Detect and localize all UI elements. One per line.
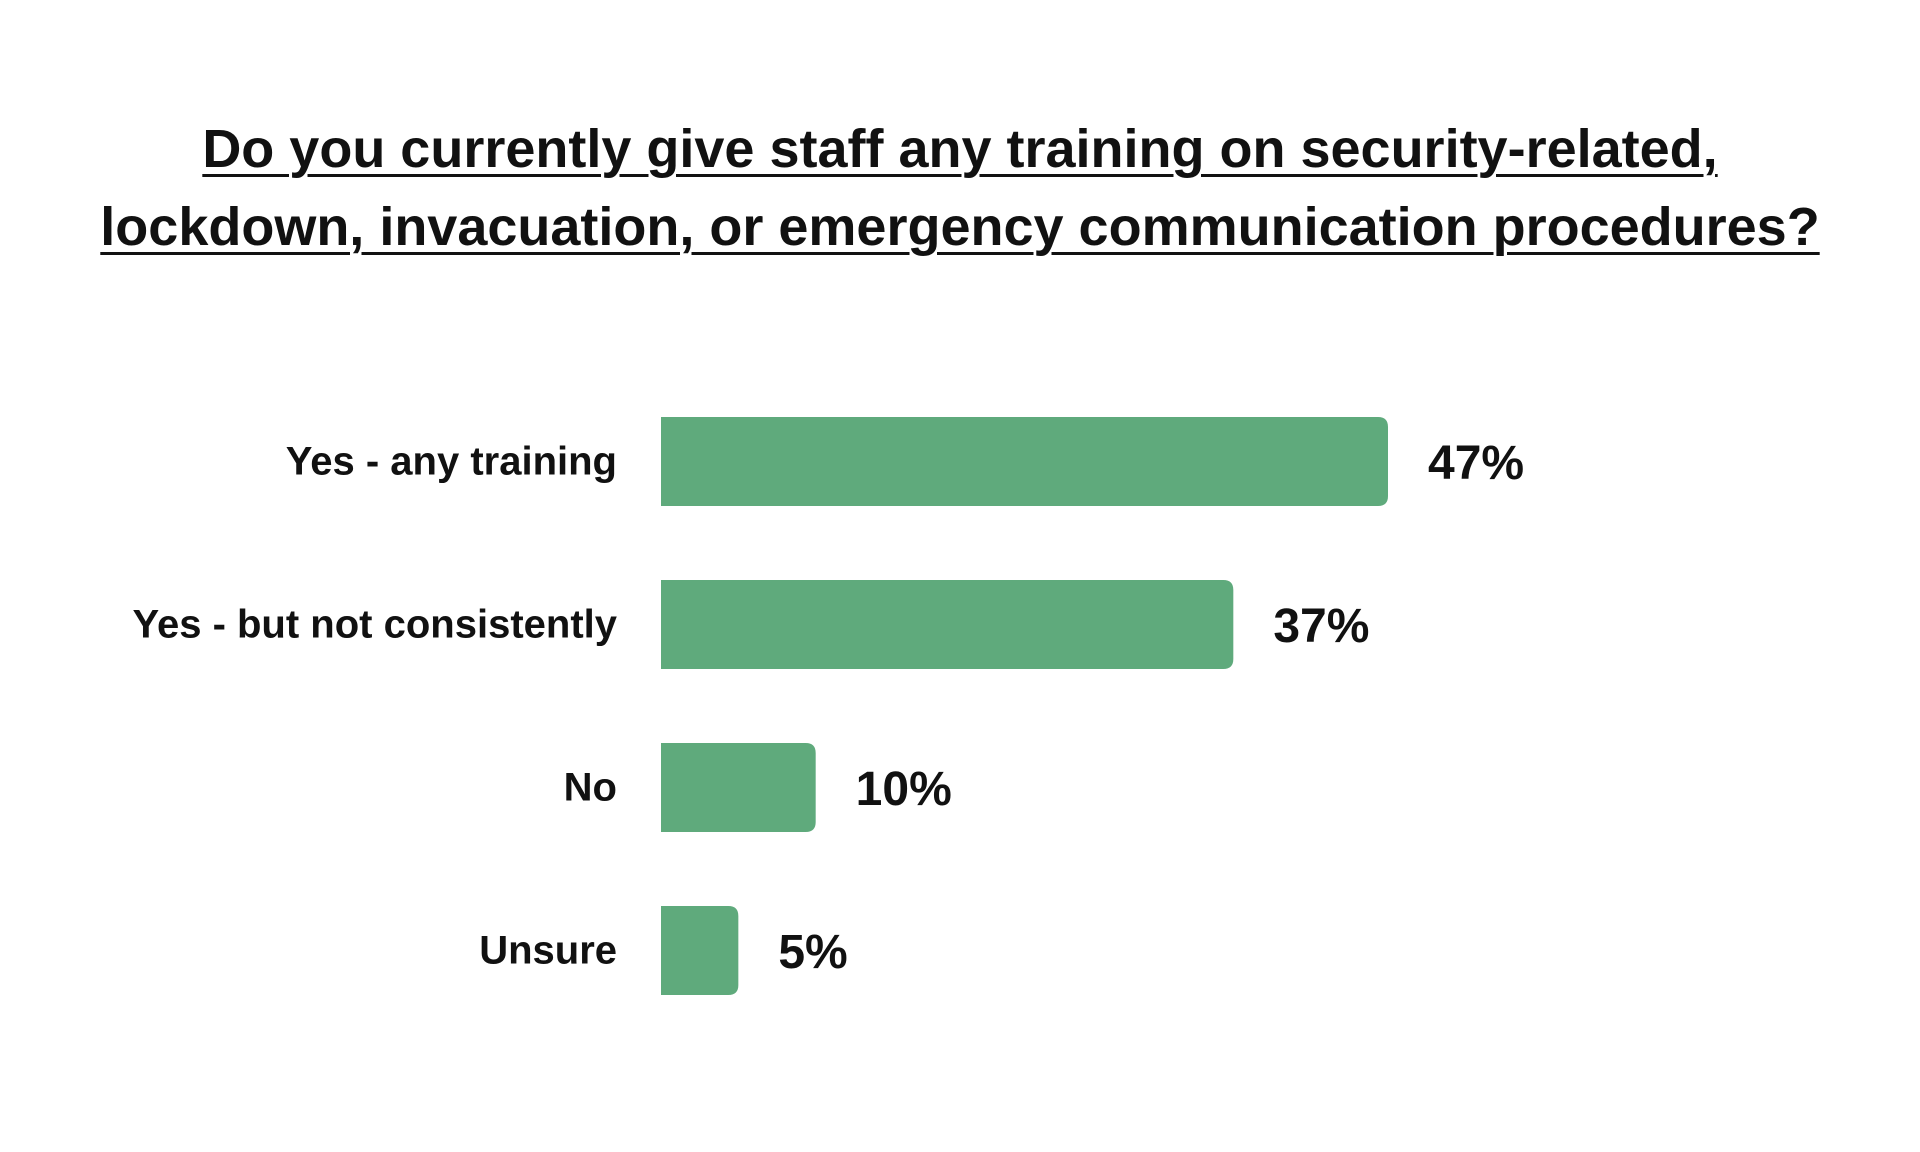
value-label-yes-but-not-consistently: 37% [1273, 600, 1369, 653]
bar-yes-but-not-consistently [661, 580, 1234, 669]
chart-title: Do you currently give staff any training… [60, 110, 1860, 266]
category-label-yes-any-training: Yes - any training [286, 440, 617, 484]
bar-unsure [661, 906, 739, 995]
bar-no [661, 743, 816, 832]
value-label-yes-any-training: 47% [1428, 437, 1524, 490]
category-label-yes-but-not-consistently: Yes - but not consistently [132, 603, 617, 647]
value-label-no: 10% [856, 763, 952, 816]
chart-title-line-2: lockdown, invacuation, or emergency comm… [100, 197, 1820, 257]
chart-title-line-1: Do you currently give staff any training… [202, 119, 1718, 179]
category-label-unsure: Unsure [479, 929, 617, 973]
value-label-unsure: 5% [778, 926, 847, 979]
bar-yes-any-training [661, 417, 1388, 506]
category-label-no: No [564, 766, 617, 810]
